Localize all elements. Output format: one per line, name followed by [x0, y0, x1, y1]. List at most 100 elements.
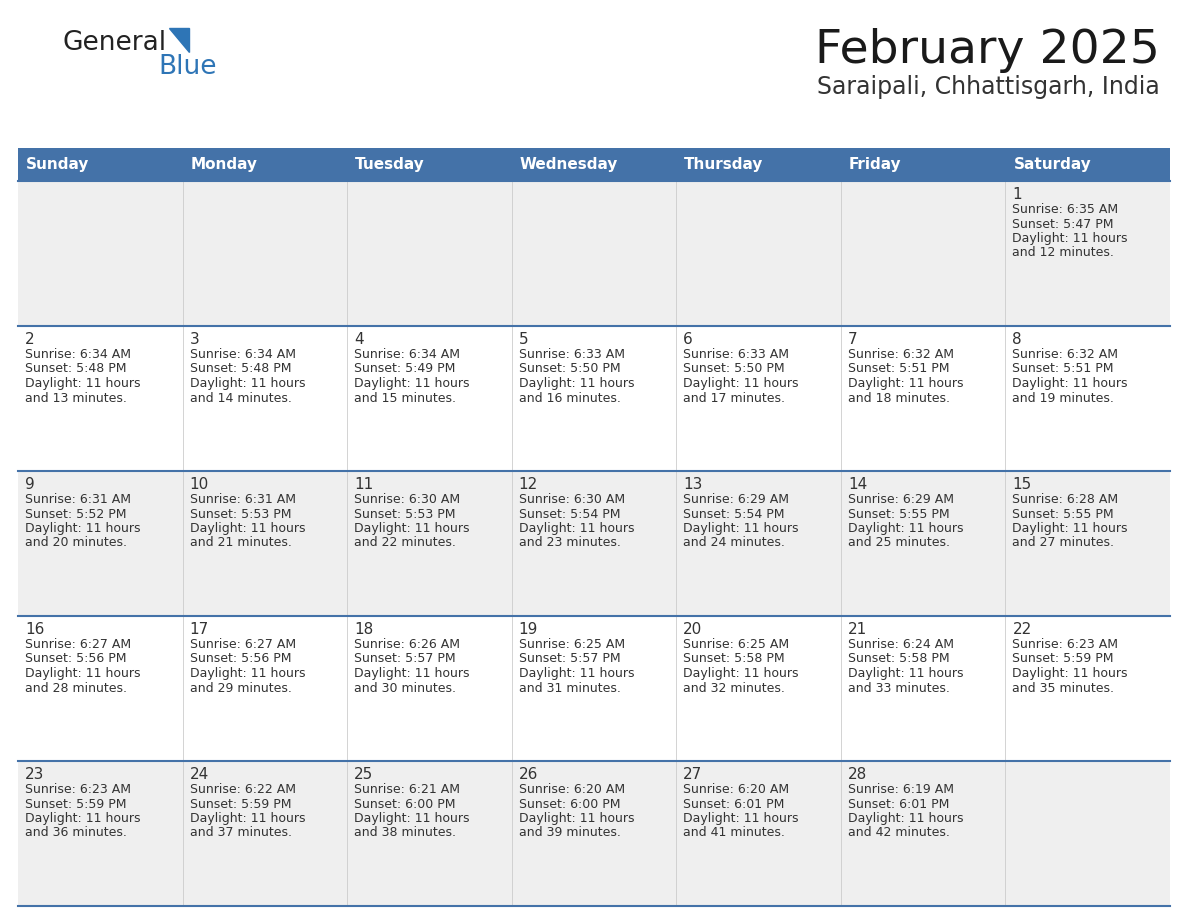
Text: 10: 10 — [190, 477, 209, 492]
Text: Sunrise: 6:20 AM: Sunrise: 6:20 AM — [683, 783, 789, 796]
Bar — [18, 616, 1170, 761]
Text: and 33 minutes.: and 33 minutes. — [848, 681, 949, 695]
Text: and 28 minutes.: and 28 minutes. — [25, 681, 127, 695]
Bar — [18, 148, 1170, 181]
Text: 8: 8 — [1012, 332, 1022, 347]
Text: Daylight: 11 hours: Daylight: 11 hours — [848, 377, 963, 390]
Text: General: General — [62, 30, 166, 56]
Text: and 39 minutes.: and 39 minutes. — [519, 826, 620, 839]
Text: 21: 21 — [848, 622, 867, 637]
Text: Sunrise: 6:22 AM: Sunrise: 6:22 AM — [190, 783, 296, 796]
Text: and 37 minutes.: and 37 minutes. — [190, 826, 291, 839]
Text: Sunset: 5:50 PM: Sunset: 5:50 PM — [683, 363, 785, 375]
Text: Daylight: 11 hours: Daylight: 11 hours — [519, 522, 634, 535]
Text: Sunrise: 6:31 AM: Sunrise: 6:31 AM — [190, 493, 296, 506]
Text: 26: 26 — [519, 767, 538, 782]
Text: and 20 minutes.: and 20 minutes. — [25, 536, 127, 550]
Text: and 21 minutes.: and 21 minutes. — [190, 536, 291, 550]
Text: Daylight: 11 hours: Daylight: 11 hours — [1012, 232, 1127, 245]
Text: Sunrise: 6:24 AM: Sunrise: 6:24 AM — [848, 638, 954, 651]
Text: and 35 minutes.: and 35 minutes. — [1012, 681, 1114, 695]
Text: Daylight: 11 hours: Daylight: 11 hours — [683, 522, 798, 535]
Text: Daylight: 11 hours: Daylight: 11 hours — [190, 522, 305, 535]
Text: and 16 minutes.: and 16 minutes. — [519, 391, 620, 405]
Text: Daylight: 11 hours: Daylight: 11 hours — [190, 812, 305, 825]
Text: Sunset: 6:01 PM: Sunset: 6:01 PM — [848, 798, 949, 811]
Text: and 19 minutes.: and 19 minutes. — [1012, 391, 1114, 405]
Text: 17: 17 — [190, 622, 209, 637]
Text: Sunset: 5:59 PM: Sunset: 5:59 PM — [190, 798, 291, 811]
Text: and 30 minutes.: and 30 minutes. — [354, 681, 456, 695]
Text: 3: 3 — [190, 332, 200, 347]
Text: Sunset: 5:57 PM: Sunset: 5:57 PM — [354, 653, 456, 666]
Text: and 22 minutes.: and 22 minutes. — [354, 536, 456, 550]
Text: Sunrise: 6:25 AM: Sunrise: 6:25 AM — [519, 638, 625, 651]
Text: Sunrise: 6:23 AM: Sunrise: 6:23 AM — [1012, 638, 1118, 651]
Text: 24: 24 — [190, 767, 209, 782]
Text: and 24 minutes.: and 24 minutes. — [683, 536, 785, 550]
Text: and 29 minutes.: and 29 minutes. — [190, 681, 291, 695]
Text: and 42 minutes.: and 42 minutes. — [848, 826, 949, 839]
Text: Daylight: 11 hours: Daylight: 11 hours — [519, 667, 634, 680]
Text: 12: 12 — [519, 477, 538, 492]
Text: 18: 18 — [354, 622, 373, 637]
Text: Sunrise: 6:28 AM: Sunrise: 6:28 AM — [1012, 493, 1119, 506]
Text: Sunrise: 6:34 AM: Sunrise: 6:34 AM — [354, 348, 460, 361]
Text: Sunrise: 6:30 AM: Sunrise: 6:30 AM — [519, 493, 625, 506]
Text: Sunrise: 6:35 AM: Sunrise: 6:35 AM — [1012, 203, 1119, 216]
Text: and 38 minutes.: and 38 minutes. — [354, 826, 456, 839]
Text: Daylight: 11 hours: Daylight: 11 hours — [848, 812, 963, 825]
Text: Daylight: 11 hours: Daylight: 11 hours — [1012, 522, 1127, 535]
Text: Friday: Friday — [849, 157, 902, 172]
Text: Sunset: 5:58 PM: Sunset: 5:58 PM — [848, 653, 949, 666]
Text: Daylight: 11 hours: Daylight: 11 hours — [683, 667, 798, 680]
Text: Sunset: 5:56 PM: Sunset: 5:56 PM — [190, 653, 291, 666]
Text: Thursday: Thursday — [684, 157, 764, 172]
Bar — [18, 761, 1170, 906]
Text: Sunset: 5:58 PM: Sunset: 5:58 PM — [683, 653, 785, 666]
Text: 6: 6 — [683, 332, 693, 347]
Text: 19: 19 — [519, 622, 538, 637]
Text: and 12 minutes.: and 12 minutes. — [1012, 247, 1114, 260]
Text: Sunrise: 6:33 AM: Sunrise: 6:33 AM — [519, 348, 625, 361]
Text: Sunrise: 6:31 AM: Sunrise: 6:31 AM — [25, 493, 131, 506]
Bar — [18, 181, 1170, 326]
Text: 27: 27 — [683, 767, 702, 782]
Text: Daylight: 11 hours: Daylight: 11 hours — [25, 522, 140, 535]
Text: Tuesday: Tuesday — [355, 157, 425, 172]
Text: 16: 16 — [25, 622, 44, 637]
Text: 7: 7 — [848, 332, 858, 347]
Text: Sunset: 5:56 PM: Sunset: 5:56 PM — [25, 653, 126, 666]
Text: Daylight: 11 hours: Daylight: 11 hours — [190, 667, 305, 680]
Text: Daylight: 11 hours: Daylight: 11 hours — [354, 812, 469, 825]
Text: Sunset: 5:51 PM: Sunset: 5:51 PM — [848, 363, 949, 375]
Text: 22: 22 — [1012, 622, 1031, 637]
Text: Blue: Blue — [158, 54, 216, 80]
Text: Sunrise: 6:23 AM: Sunrise: 6:23 AM — [25, 783, 131, 796]
Text: February 2025: February 2025 — [815, 28, 1159, 73]
Text: Daylight: 11 hours: Daylight: 11 hours — [25, 667, 140, 680]
Text: Sunset: 5:51 PM: Sunset: 5:51 PM — [1012, 363, 1114, 375]
Text: Sunrise: 6:34 AM: Sunrise: 6:34 AM — [190, 348, 296, 361]
Text: 15: 15 — [1012, 477, 1031, 492]
Text: Daylight: 11 hours: Daylight: 11 hours — [683, 377, 798, 390]
Text: Sunrise: 6:32 AM: Sunrise: 6:32 AM — [848, 348, 954, 361]
Text: Sunday: Sunday — [26, 157, 89, 172]
Text: Daylight: 11 hours: Daylight: 11 hours — [25, 377, 140, 390]
Text: Sunrise: 6:19 AM: Sunrise: 6:19 AM — [848, 783, 954, 796]
Text: 20: 20 — [683, 622, 702, 637]
Text: Sunset: 5:54 PM: Sunset: 5:54 PM — [519, 508, 620, 521]
Text: Sunset: 6:01 PM: Sunset: 6:01 PM — [683, 798, 784, 811]
Text: Daylight: 11 hours: Daylight: 11 hours — [519, 377, 634, 390]
Text: Sunset: 5:59 PM: Sunset: 5:59 PM — [25, 798, 126, 811]
Text: Sunrise: 6:27 AM: Sunrise: 6:27 AM — [25, 638, 131, 651]
Text: Sunrise: 6:26 AM: Sunrise: 6:26 AM — [354, 638, 460, 651]
Text: 5: 5 — [519, 332, 529, 347]
Bar — [18, 326, 1170, 471]
Text: Sunrise: 6:30 AM: Sunrise: 6:30 AM — [354, 493, 460, 506]
Text: 4: 4 — [354, 332, 364, 347]
Text: Daylight: 11 hours: Daylight: 11 hours — [848, 667, 963, 680]
Text: and 14 minutes.: and 14 minutes. — [190, 391, 291, 405]
Text: and 31 minutes.: and 31 minutes. — [519, 681, 620, 695]
Text: Sunset: 5:55 PM: Sunset: 5:55 PM — [1012, 508, 1114, 521]
